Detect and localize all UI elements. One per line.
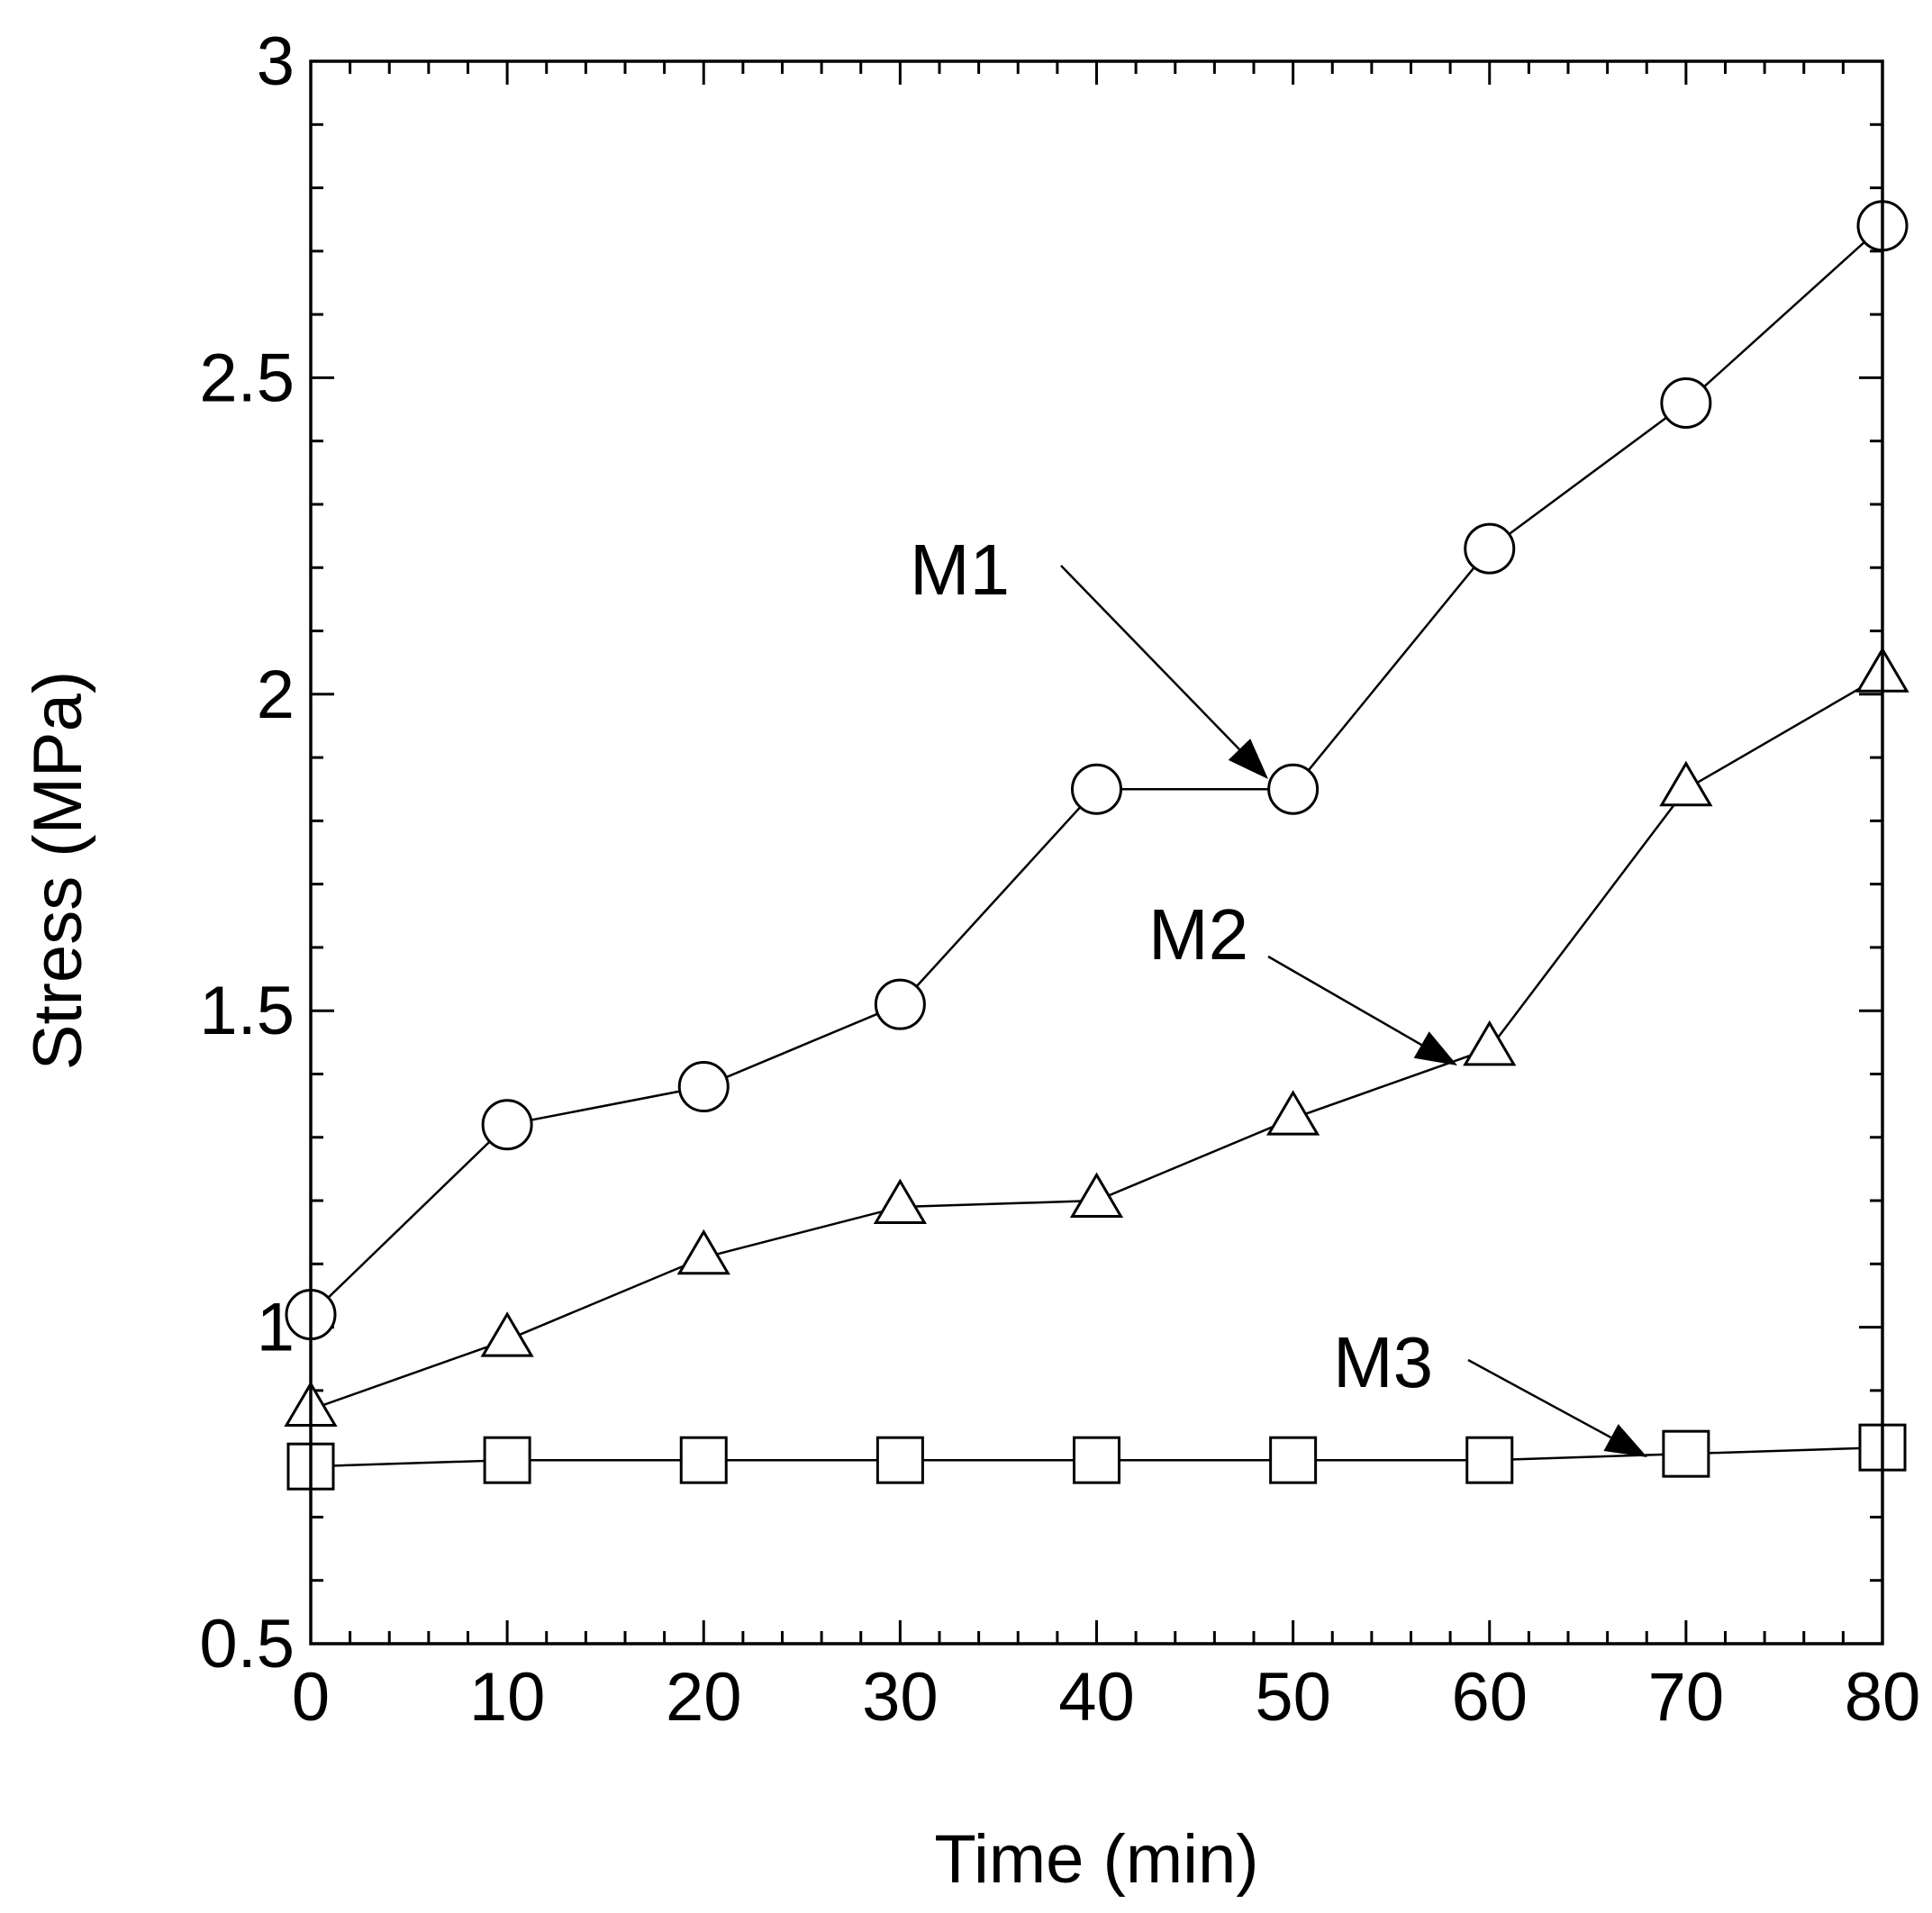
y-tick-label: 2 <box>257 657 295 733</box>
marker-m1 <box>874 978 926 1030</box>
marker-m1 <box>1660 377 1712 430</box>
marker-m1 <box>1464 522 1516 575</box>
marker-m2 <box>676 1228 730 1275</box>
x-tick-label: 20 <box>666 1659 742 1736</box>
axis-ticks <box>309 59 1884 1646</box>
y-tick-label: 2.5 <box>199 340 295 416</box>
x-tick-label: 80 <box>1845 1659 1921 1736</box>
annotation-arrow-head <box>1603 1424 1647 1457</box>
annotation-label-m1: M1 <box>910 530 1010 610</box>
x-tick-label: 40 <box>1058 1659 1135 1736</box>
x-tick-label: 70 <box>1648 1659 1725 1736</box>
x-tick-label: 0 <box>292 1659 330 1736</box>
annotation-arrow-line <box>1267 955 1422 1047</box>
x-tick-label: 50 <box>1255 1659 1331 1736</box>
marker-m3 <box>875 1436 924 1484</box>
marker-m1 <box>1071 763 1122 815</box>
marker-m1 <box>677 1061 730 1113</box>
marker-m3 <box>1269 1436 1318 1484</box>
y-tick-label: 0.5 <box>199 1606 295 1682</box>
marker-m1 <box>1267 763 1320 815</box>
y-tick-label: 1 <box>257 1290 295 1366</box>
plot-frame <box>309 59 1884 1646</box>
marker-m2 <box>1659 760 1713 807</box>
marker-m2 <box>873 1178 927 1225</box>
annotation-arrow-head <box>1413 1031 1457 1065</box>
marker-m1 <box>481 1099 533 1151</box>
marker-m2 <box>480 1311 534 1357</box>
x-tick-label: 60 <box>1451 1659 1528 1736</box>
y-tick-label: 3 <box>257 23 295 100</box>
x-tick-label: 30 <box>862 1659 939 1736</box>
y-axis-title: Stress (MPa) <box>20 671 96 1070</box>
marker-m2 <box>1069 1172 1124 1219</box>
marker-m3 <box>1465 1436 1514 1484</box>
x-tick-label: 10 <box>469 1659 546 1736</box>
annotation-label-m3: M3 <box>1333 1322 1433 1402</box>
annotation-arrow-line <box>1467 1358 1612 1439</box>
y-tick-label: 1.5 <box>199 973 295 1049</box>
marker-m3 <box>679 1436 728 1484</box>
annotation-arrow-head <box>1228 739 1268 779</box>
marker-m3 <box>1073 1436 1120 1484</box>
marker-m3 <box>1662 1429 1710 1478</box>
annotations: M1 M2 M3 <box>910 530 1647 1457</box>
series-lines <box>310 224 1883 1468</box>
x-axis-title: Time (min) <box>934 1821 1258 1898</box>
marker-m2 <box>1463 1020 1517 1066</box>
marker-m2 <box>1266 1090 1320 1136</box>
annotation-arrow-line <box>1060 565 1240 750</box>
marker-m3 <box>483 1436 531 1484</box>
series-markers <box>284 200 1909 1491</box>
annotation-label-m2: M2 <box>1148 894 1248 975</box>
tick-labels: 0 10 20 30 40 50 60 70 80 0.5 1 1.5 2 2.5 3 <box>199 23 1920 1736</box>
